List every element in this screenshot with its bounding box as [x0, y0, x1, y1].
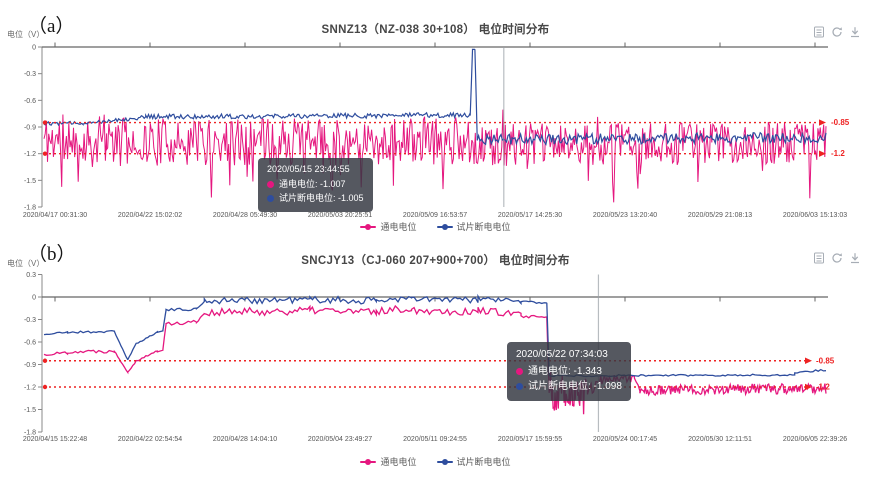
- legend-label: 试片断电电位: [456, 457, 511, 467]
- legend-item-on-potential[interactable]: 通电电位: [360, 220, 417, 233]
- chart-a-legend: 通电电位 试片断电电位: [0, 220, 871, 233]
- x-tick-label: 2020/05/04 23:49:27: [308, 436, 372, 443]
- y-tick-label: -0.6: [24, 340, 36, 347]
- y-tick-label: -0.9: [24, 125, 36, 132]
- threshold-label: -1.2: [816, 383, 830, 392]
- x-tick-label: 2020/04/28 14:04:10: [213, 436, 277, 443]
- y-tick-label: -1.8: [24, 430, 36, 437]
- chart-b: SNCJY13（CJ-060 207+900+700） 电位时间分布 电位（V）…: [0, 245, 871, 481]
- x-tick-label: 2020/04/15 15:22:48: [23, 436, 87, 443]
- legend-label: 通电电位: [380, 222, 417, 232]
- y-tick-label: 0: [32, 295, 36, 302]
- legend-marker-icon: [436, 458, 453, 465]
- threshold-start-dot: [42, 358, 48, 363]
- legend-label: 试片断电电位: [456, 222, 511, 232]
- chart-a-toolbox: [813, 26, 861, 38]
- figure-label-b: （b）: [28, 244, 76, 265]
- legend-marker-icon: [436, 223, 453, 230]
- legend-item-coupon-off-potential[interactable]: 试片断电电位: [436, 455, 511, 468]
- refresh-icon[interactable]: [831, 252, 843, 264]
- x-tick-label: 2020/06/05 22:39:26: [783, 436, 847, 443]
- x-tick-label: 2020/04/28 05:49:30: [213, 212, 277, 219]
- legend-item-coupon-off-potential[interactable]: 试片断电电位: [436, 220, 511, 233]
- x-tick-label: 2020/05/17 15:59:55: [498, 436, 562, 443]
- x-tick-label: 2020/06/03 15:13:03: [783, 212, 847, 219]
- y-tick-label: -0.6: [24, 98, 36, 105]
- y-tick-label: 0.3: [26, 272, 36, 279]
- threshold-label: -1.2: [831, 149, 845, 158]
- data-view-icon[interactable]: [813, 252, 825, 264]
- y-tick-label: -1.2: [24, 151, 36, 158]
- series-line-coupon-off-potential: [43, 48, 827, 147]
- legend-marker-icon: [360, 458, 377, 465]
- threshold-arrow-icon: [805, 383, 812, 391]
- chart-a-y-axis-name: 电位（V）: [7, 30, 45, 39]
- threshold-label: -0.85: [831, 118, 850, 127]
- y-tick-label: -1.2: [24, 385, 36, 392]
- legend-marker-icon: [360, 223, 377, 230]
- y-tick-label: -0.3: [24, 317, 36, 324]
- y-tick-label: -0.3: [24, 71, 36, 78]
- series-line-on-potential: [43, 109, 827, 203]
- threshold-arrow-icon: [819, 119, 826, 126]
- x-tick-label: 2020/05/17 14:25:30: [498, 212, 562, 219]
- chart-b-title: SNCJY13（CJ-060 207+900+700） 电位时间分布: [301, 255, 570, 267]
- threshold-start-dot: [42, 120, 48, 125]
- threshold-label: -0.85: [816, 356, 835, 365]
- threshold-start-dot: [42, 384, 48, 390]
- legend-item-on-potential[interactable]: 通电电位: [360, 455, 417, 468]
- x-tick-label: 2020/04/22 02:54:54: [118, 436, 182, 443]
- refresh-icon[interactable]: [831, 26, 843, 38]
- threshold-start-dot: [42, 151, 48, 156]
- x-tick-label: 2020/05/03 20:25:51: [308, 212, 372, 219]
- y-tick-label: -1.8: [24, 205, 36, 212]
- chart-b-toolbox: [813, 252, 861, 264]
- x-tick-label: 2020/05/09 16:53:57: [403, 212, 467, 219]
- chart-a-title: SNNZ13（NZ-038 30+108） 电位时间分布: [321, 24, 550, 36]
- download-icon[interactable]: [849, 252, 861, 264]
- y-tick-label: -1.5: [24, 407, 36, 414]
- y-tick-label: -1.5: [24, 178, 36, 185]
- x-tick-label: 2020/04/17 00:31:30: [23, 212, 87, 219]
- threshold-arrow-icon: [819, 150, 826, 157]
- x-tick-label: 2020/05/11 09:24:55: [403, 436, 467, 443]
- y-tick-label: 0: [32, 45, 36, 52]
- data-view-icon[interactable]: [813, 26, 825, 38]
- threshold-arrow-icon: [805, 357, 812, 364]
- figure-label-a: （a）: [28, 16, 75, 37]
- y-tick-label: -0.9: [24, 362, 36, 369]
- x-tick-label: 2020/05/24 00:17:45: [593, 436, 657, 443]
- x-tick-label: 2020/05/23 13:20:40: [593, 212, 657, 219]
- x-tick-label: 2020/05/30 12:11:51: [688, 436, 752, 443]
- chart-a: SNNZ13（NZ-038 30+108） 电位时间分布 电位（V） 0 -0.3…: [0, 0, 871, 245]
- download-icon[interactable]: [849, 26, 861, 38]
- chart-b-y-axis-name: 电位（V）: [7, 259, 45, 268]
- chart-b-legend: 通电电位 试片断电电位: [0, 455, 871, 468]
- legend-label: 通电电位: [380, 457, 417, 467]
- x-tick-label: 2020/04/22 15:02:02: [118, 212, 182, 219]
- series-line-coupon-off-potential: [43, 293, 827, 378]
- x-tick-label: 2020/05/29 21:08:13: [688, 212, 752, 219]
